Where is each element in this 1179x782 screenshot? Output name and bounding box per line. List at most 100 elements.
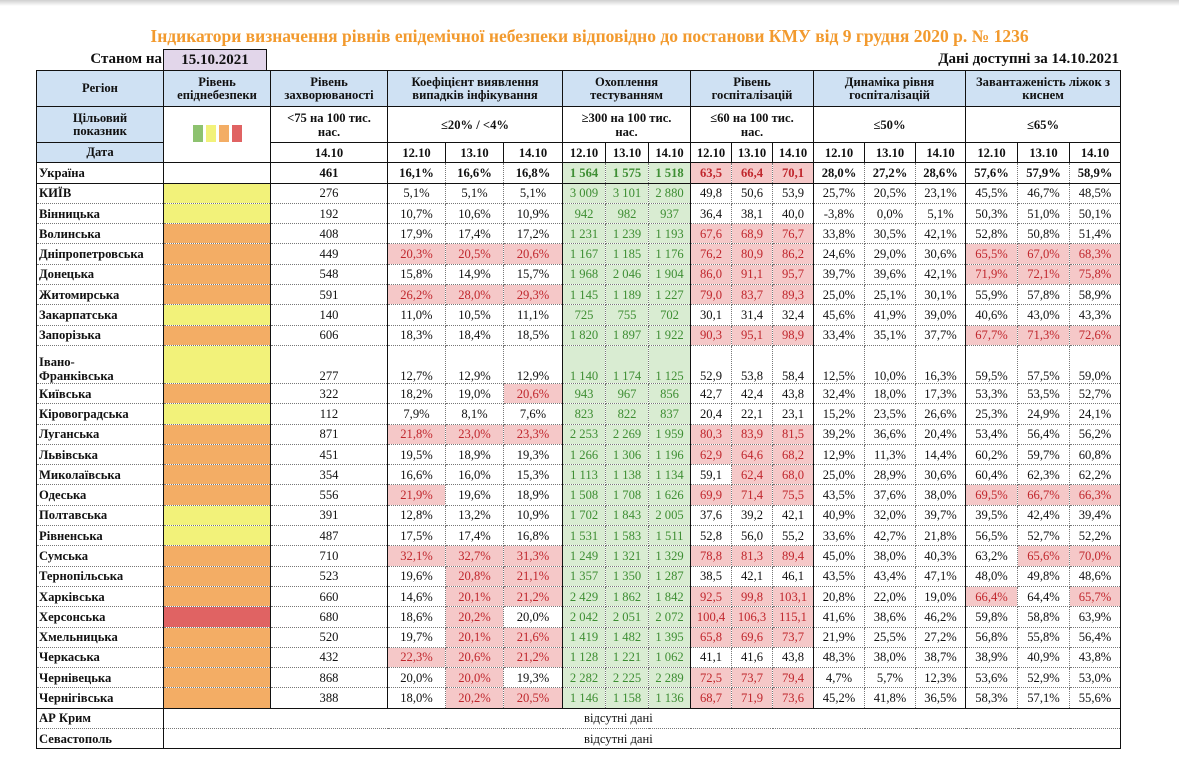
coef-value: 23,0% — [445, 423, 504, 445]
hosp-value: 69,9 — [690, 484, 733, 506]
table-row: Вінницька 192 10,7% 10,6% 10,9% 942 982 937 36,4… — [36, 202, 1122, 225]
coef-value: 7,6% — [502, 403, 564, 425]
danger-level-cell — [163, 443, 271, 466]
test-value: 1 511 — [648, 525, 692, 547]
dyn-value: 36,5% — [915, 687, 967, 709]
coef-value: 19,3% — [502, 443, 564, 466]
incidence-value: 276 — [270, 182, 388, 204]
region-name: АР Крим — [36, 707, 164, 730]
hosp-value: 68,7 — [690, 687, 733, 709]
dyn-value: 12,5% — [813, 344, 866, 384]
dyn-value: 5,7% — [864, 667, 917, 689]
incidence-value: 449 — [270, 243, 388, 265]
dyn-value: 43,5% — [813, 565, 866, 587]
region-name: Донецька — [36, 263, 164, 286]
beds-value: 75,8% — [1069, 263, 1122, 286]
hosp-value: 71,9 — [731, 687, 774, 709]
danger-level-cell — [163, 382, 271, 405]
hosp-value: 49,8 — [690, 182, 733, 204]
incidence-value: 461 — [270, 162, 388, 184]
region-name: Хмельницька — [36, 626, 164, 648]
region-name-line1: Івано- — [39, 354, 75, 369]
hosp-value: 100,4 — [690, 606, 733, 628]
beds-value: 59,0% — [1069, 344, 1122, 384]
hosp-value: 71,4 — [731, 484, 774, 506]
danger-level-cell — [163, 687, 271, 709]
test-value: 1 626 — [648, 484, 692, 506]
region-name: Рівненська — [36, 525, 164, 547]
beds-value: 57,1% — [1017, 687, 1071, 709]
test-value: 2 225 — [605, 667, 650, 689]
hosp-value: 62,4 — [731, 464, 774, 486]
test-value: 943 — [562, 382, 607, 405]
danger-level-cell — [163, 484, 271, 506]
header-row: Регіон Рівень епіднебезпеки Рівень захво… — [36, 70, 1122, 107]
test-value: 942 — [562, 202, 607, 225]
hosp-value: 73,7 — [772, 626, 815, 648]
coef-value: 20,1% — [445, 626, 504, 648]
beds-value: 56,8% — [965, 626, 1019, 648]
danger-level-cell — [163, 525, 271, 547]
test-value: 2 046 — [605, 263, 650, 286]
region-name: Миколаївська — [36, 464, 164, 486]
dyn-value: 39,2% — [813, 423, 866, 445]
as-of-label: Станом на — [90, 51, 162, 67]
coef-value: 20,6% — [445, 646, 504, 669]
dyn-value: 25,0% — [813, 284, 866, 306]
dyn-value: 33,8% — [813, 223, 866, 245]
hosp-value: 73,6 — [772, 687, 815, 709]
coef-value: 15,8% — [387, 263, 446, 286]
hosp-value: 63,5 — [690, 162, 733, 184]
beds-value: 59,5% — [965, 344, 1019, 384]
coef-value: 28,0% — [445, 284, 504, 306]
coef-value: 14,9% — [445, 263, 504, 286]
hosp-value: 73,7 — [731, 667, 774, 689]
danger-level-cell — [163, 606, 271, 628]
beds-value: 57,5% — [1017, 344, 1071, 384]
coef-value: 31,3% — [502, 545, 564, 567]
coef-value: 20,6% — [502, 243, 564, 265]
beds-value: 58,9% — [1069, 162, 1122, 184]
beds-value: 60,8% — [1069, 443, 1122, 466]
legend-yellow-swatch — [205, 124, 216, 142]
dyn-value: 41,6% — [813, 606, 866, 628]
hosp-value: 90,3 — [690, 324, 733, 346]
hosp-value: 86,2 — [772, 243, 815, 265]
dyn-value: 48,3% — [813, 646, 866, 669]
coef-value: 10,5% — [445, 304, 504, 326]
coef-value: 10,9% — [502, 504, 564, 527]
beds-value: 53,0% — [1069, 667, 1122, 689]
hosp-value: 95,7 — [772, 263, 815, 286]
dyn-value: 47,1% — [915, 565, 967, 587]
table-row: Чернігівська 388 18,0% 20,2% 20,5% 1 146 1 158… — [36, 687, 1122, 709]
beds-value: 60,2% — [965, 443, 1019, 466]
hosp-value: 58,4 — [772, 344, 815, 384]
incidence-value: 192 — [270, 202, 388, 225]
coef-value: 11,0% — [387, 304, 446, 326]
legend-cell — [163, 105, 271, 164]
dyn-value: 27,2% — [915, 626, 967, 648]
dyn-value: 41,8% — [864, 687, 917, 709]
test-value: 1 843 — [605, 504, 650, 527]
dyn-value: 38,0% — [864, 646, 917, 669]
danger-level-cell — [163, 504, 271, 527]
coef-value: 21,8% — [387, 423, 446, 445]
hosp-value: 38,5 — [690, 565, 733, 587]
test-value: 1 306 — [605, 443, 650, 466]
beds-value: 66,4% — [965, 585, 1019, 608]
hosp-value: 43,8 — [772, 382, 815, 405]
incidence-value: 591 — [270, 284, 388, 306]
missing-data-note: відсутні дані — [162, 707, 1122, 730]
incidence-value: 451 — [270, 443, 388, 466]
target-label: Цільовий показник — [36, 106, 164, 143]
test-value: 702 — [648, 304, 692, 326]
beds-value: 62,2% — [1069, 464, 1122, 486]
beds-value: 62,3% — [1017, 464, 1071, 486]
header-coef: Коефіцієнт виявлення випадків інфікуванн… — [386, 70, 564, 107]
region-name: Тернопільська — [36, 565, 164, 587]
table-row: Закарпатська 140 11,0% 10,5% 11,1% 725 755 702 3… — [36, 304, 1122, 326]
as-of-date: 15.10.2021 — [163, 49, 267, 70]
danger-level-cell — [163, 223, 271, 245]
dyn-value: 45,6% — [813, 304, 866, 326]
dyn-value: 12,9% — [813, 443, 866, 466]
